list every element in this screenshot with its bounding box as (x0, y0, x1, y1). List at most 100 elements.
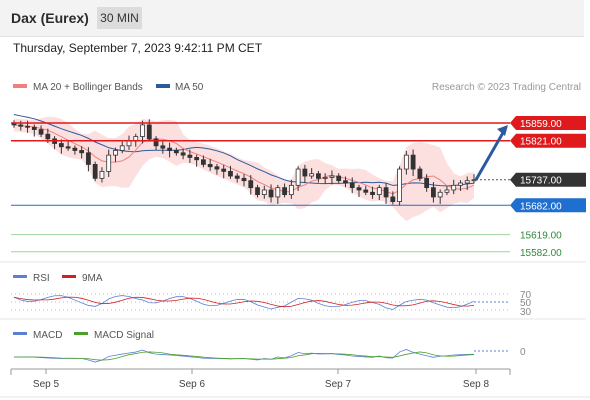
candle-body (18, 124, 24, 127)
price-label-s2: 15619.00 (520, 231, 562, 242)
rsi-polyline (13, 295, 475, 310)
candle-body (322, 177, 328, 179)
forecast-arrow-head (497, 125, 508, 137)
x-axis-ticks: Sep 5 Sep 6 Sep 7 Sep 8 (33, 369, 490, 390)
price-tag-s1-text: 15682.00 (520, 201, 562, 212)
chart-datetime: Thursday, September 7, 2023 9:42:11 PM C… (13, 41, 263, 55)
macd-signal-legend-label: MACD Signal (94, 330, 154, 341)
candle-body (356, 187, 362, 191)
candle-body (126, 140, 132, 147)
rsi-lines (13, 295, 510, 310)
candle-body (437, 191, 443, 198)
candle-body (207, 164, 213, 168)
timeframe-button[interactable]: 30 MIN (97, 7, 142, 29)
candle-body (464, 180, 470, 184)
candle-body (79, 150, 85, 154)
x-tick-label: Sep 6 (179, 379, 206, 390)
rsi-ma-legend-label: 9MA (82, 273, 103, 284)
x-tick-label: Sep 7 (325, 379, 352, 390)
candle-body (221, 168, 227, 172)
candle-body (329, 175, 335, 178)
price-label-s3: 15582.00 (520, 248, 562, 259)
candle-body (282, 187, 287, 196)
ma20-legend-label: MA 20 + Bollinger Bands (33, 82, 143, 93)
candle-body (410, 154, 416, 170)
candle-body (234, 175, 240, 179)
candle-body (390, 196, 396, 202)
candle-body (187, 154, 193, 158)
candle-body (38, 129, 44, 135)
candle-body (153, 138, 159, 147)
candle-body (146, 124, 152, 140)
forecast-arrow-shaft (474, 130, 506, 181)
candle-body (451, 184, 457, 191)
price-tag-last-text: 15737.00 (520, 176, 562, 187)
candle-body (241, 177, 247, 182)
x-tick-label: Sep 8 (463, 379, 490, 390)
price-tag-r1: 15821.00 (510, 133, 586, 148)
candle-body (376, 187, 382, 196)
candle-body (383, 187, 389, 198)
candle-body (201, 159, 206, 165)
instrument-title: Dax (Eurex) (11, 10, 89, 26)
candle-body (343, 180, 348, 184)
candle-body (275, 187, 281, 198)
candle-body (167, 147, 172, 151)
candle-body (194, 157, 200, 161)
candle-body (417, 168, 423, 179)
candle-body (458, 182, 463, 186)
price-tag-r2: 15859.00 (510, 116, 586, 131)
candle-body (295, 168, 301, 186)
candle-body (45, 133, 51, 140)
candle-body (363, 189, 369, 193)
candle-body (25, 125, 30, 128)
candle-body (58, 143, 64, 148)
macd-polyline (13, 349, 475, 363)
candle-body (397, 168, 402, 202)
rsi-legend-swatch (13, 275, 27, 278)
macd-signal-legend-swatch (74, 332, 88, 335)
price-tag-r2-text: 15859.00 (520, 119, 562, 130)
candle-body (140, 124, 145, 137)
candle-body (302, 168, 308, 177)
candle-body (255, 187, 260, 196)
candle-body (106, 154, 112, 172)
candle-body (403, 154, 409, 170)
rsi-legend-label: RSI (33, 273, 50, 284)
macd-legend-label: MACD (33, 330, 62, 341)
candle-body (316, 173, 321, 179)
macd-lines (13, 349, 510, 363)
rsi-level-30: 30 (520, 307, 532, 318)
candle-body (248, 180, 254, 189)
price-tag-s1: 15682.00 (510, 198, 586, 213)
macd-signal-polyline (13, 351, 475, 361)
x-tick-label: Sep 5 (33, 379, 60, 390)
candle-body (349, 182, 355, 189)
candle-body (173, 150, 179, 154)
macd-legend-swatch (13, 332, 27, 335)
ma20-legend-swatch (13, 84, 27, 88)
ma50-legend-swatch (156, 84, 170, 88)
rsi-level-70: 70 (520, 290, 532, 301)
candle-body (424, 177, 430, 189)
candle-body (180, 152, 186, 156)
candle-body (160, 145, 166, 149)
candle-body (444, 189, 450, 193)
candle-body (72, 147, 78, 151)
rsi-ma-polyline (13, 296, 475, 308)
rsi-ma-legend-swatch (62, 275, 76, 278)
candle-body (113, 150, 118, 156)
candle-body (370, 191, 375, 196)
candle-body (86, 152, 91, 165)
price-tag-r1-text: 15821.00 (520, 137, 562, 148)
candle-body (228, 170, 233, 177)
candle-body (92, 164, 98, 179)
candles (11, 119, 477, 206)
forecast-arrow (474, 125, 508, 181)
candle-body (261, 189, 267, 196)
ma50-legend-label: MA 50 (175, 82, 204, 93)
candle-body (99, 170, 105, 179)
candle-body (288, 184, 294, 196)
candle-body (268, 189, 274, 198)
